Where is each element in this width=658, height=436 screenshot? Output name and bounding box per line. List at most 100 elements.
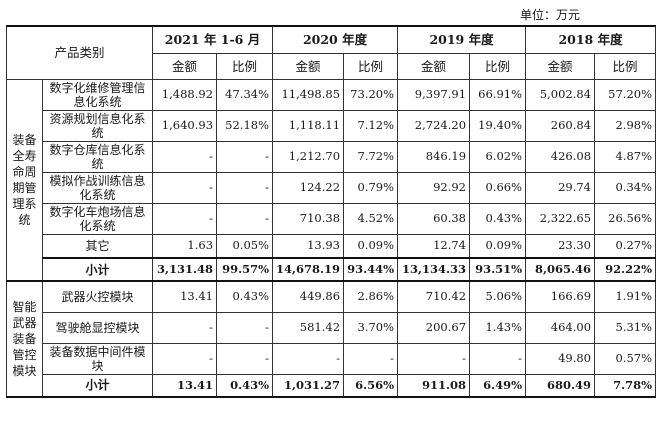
ratio-cell: 7.12% <box>343 109 399 142</box>
product-name: 模拟作战训练信息化系统 <box>41 171 154 204</box>
ratio-cell: 6.02% <box>469 140 527 173</box>
ratio-cell: 0.79% <box>343 171 399 204</box>
header-ratio: 比例 <box>343 52 399 80</box>
ratio-cell: 0.09% <box>469 233 527 259</box>
header-category: 产品类别 <box>5 25 154 80</box>
amount-cell: 124.22 <box>272 171 345 204</box>
unit-label: 单位：万元 <box>520 8 581 22</box>
amount-cell: 1,118.11 <box>272 109 345 142</box>
subtotal-row: 小计 3,131.48 99.57% 14,678.19 93.44% 13,134.33… <box>7 257 657 282</box>
amount-cell: - <box>152 202 218 235</box>
ratio-cell: 0.27% <box>594 233 657 259</box>
amount-cell: 8,065.46 <box>525 257 596 282</box>
product-revenue-table: 产品类别 2021 年 1-6 月 2020 年度 2019 年度 2018 年… <box>5 25 657 398</box>
ratio-cell: 6.56% <box>343 373 399 398</box>
ratio-cell: - <box>343 342 399 375</box>
header-ratio: 比例 <box>469 52 527 80</box>
header-period: 2018 年度 <box>525 25 657 54</box>
ratio-cell: 5.06% <box>469 280 527 313</box>
ratio-cell: 4.52% <box>343 202 399 235</box>
header-period: 2019 年度 <box>397 25 527 54</box>
header-amount: 金额 <box>272 52 345 80</box>
amount-cell: 3,131.48 <box>152 257 218 282</box>
ratio-cell: 0.43% <box>469 202 527 235</box>
amount-cell: 200.67 <box>397 311 471 344</box>
amount-cell: 13.41 <box>152 373 218 398</box>
table-row: 装备全寿命周期管理系统 数字化维修管理信息化系统 1,488.92 47.34% 11,… <box>6 78 657 282</box>
header-ratio: 比例 <box>594 52 657 80</box>
ratio-cell: 4.87% <box>594 140 657 173</box>
amount-cell: 13.41 <box>152 280 218 313</box>
ratio-cell: 7.78% <box>594 373 657 398</box>
group-label: 装备全寿命周期管理系统 <box>6 78 43 282</box>
ratio-cell: 52.18% <box>216 109 274 142</box>
header-period: 2020 年度 <box>272 25 399 54</box>
ratio-cell: 7.72% <box>343 140 399 173</box>
ratio-cell: 93.51% <box>469 257 527 282</box>
amount-cell: 2,322.65 <box>525 202 596 235</box>
product-name: 数字化车炮场信息化系统 <box>41 202 154 235</box>
ratio-cell: 19.40% <box>469 109 527 142</box>
ratio-cell: 93.44% <box>343 257 399 282</box>
amount-cell: 426.08 <box>525 140 596 173</box>
ratio-cell: 1.43% <box>469 311 527 344</box>
header-amount: 金额 <box>397 52 471 80</box>
amount-cell: 710.42 <box>397 280 471 313</box>
amount-cell: 166.69 <box>525 280 596 313</box>
group-label: 智能武器装备管控模块 <box>6 280 43 398</box>
ratio-cell: 6.49% <box>469 373 527 398</box>
amount-cell: 1.63 <box>152 233 218 259</box>
amount-cell: 13,134.33 <box>397 257 471 282</box>
amount-cell: 1,212.70 <box>272 140 345 173</box>
ratio-cell: 73.20% <box>343 78 399 111</box>
amount-cell: 12.74 <box>397 233 471 259</box>
amount-cell: 710.38 <box>272 202 345 235</box>
table-row: 数字化车炮场信息化系统 - -710.38 4.52% 60.38 0.43% 2,322.… <box>7 202 657 235</box>
ratio-cell: 0.05% <box>216 233 274 259</box>
ratio-cell: - <box>216 171 274 204</box>
product-name: 数字化维修管理信息化系统 <box>41 78 154 111</box>
header-row-periods: 产品类别 2021 年 1-6 月 2020 年度 2019 年度 2018 年… <box>5 25 657 80</box>
ratio-cell: 0.66% <box>469 171 527 204</box>
table-row: 资源规划信息化系统 1,640.93 52.18% 1,118.11 7.12% 2,72… <box>7 109 657 142</box>
amount-cell: 11,498.85 <box>272 78 345 111</box>
amount-cell: - <box>272 342 345 375</box>
ratio-cell: 3.70% <box>343 311 399 344</box>
ratio-cell: 0.43% <box>216 280 274 313</box>
ratio-cell: 5.31% <box>594 311 657 344</box>
header-row-metrics: 金额 比例 金额 比例 金额 比例 金额 比例 <box>7 52 657 80</box>
ratio-cell: - <box>216 342 274 375</box>
amount-cell: 5,002.84 <box>525 78 596 111</box>
amount-cell: - <box>152 171 218 204</box>
amount-cell: 23.30 <box>525 233 596 259</box>
ratio-cell: 0.57% <box>594 342 657 375</box>
product-name: 资源规划信息化系统 <box>41 109 154 142</box>
amount-cell: 911.08 <box>397 373 471 398</box>
amount-cell: 1,640.93 <box>152 109 218 142</box>
amount-cell: 14,678.19 <box>272 257 345 282</box>
ratio-cell: 47.34% <box>216 78 274 111</box>
ratio-cell: 2.98% <box>594 109 657 142</box>
subtotal-row: 小计 13.41 0.43% 1,031.27 6.56% 911.08 6.49% 680.… <box>7 373 657 398</box>
amount-cell: 60.38 <box>397 202 471 235</box>
ratio-cell: 0.43% <box>216 373 274 398</box>
ratio-cell: 1.91% <box>594 280 657 313</box>
ratio-cell: 26.56% <box>594 202 657 235</box>
table-row: 模拟作战训练信息化系统 - -124.22 0.79% 92.92 0.66% 29.74 0… <box>7 171 657 204</box>
table-row: 装备数据中间件模块 - - - - - -49.80 0.57% <box>7 342 657 375</box>
amount-cell: 1,488.92 <box>152 78 218 111</box>
amount-cell: 92.92 <box>397 171 471 204</box>
product-name: 武器火控模块 <box>41 280 154 313</box>
ratio-cell: 57.20% <box>594 78 657 111</box>
subtotal-label: 小计 <box>41 373 154 398</box>
ratio-cell: - <box>216 311 274 344</box>
product-name: 数字仓库信息化系统 <box>41 140 154 173</box>
amount-cell: - <box>152 140 218 173</box>
ratio-cell: 0.09% <box>343 233 399 259</box>
ratio-cell: - <box>216 202 274 235</box>
table-row: 数字仓库信息化系统 - -1,212.70 7.72% 846.19 6.02% 426.0… <box>7 140 657 173</box>
header-amount: 金额 <box>525 52 596 80</box>
amount-cell: 1,031.27 <box>272 373 345 398</box>
amount-cell: 449.86 <box>272 280 345 313</box>
ratio-cell: 92.22% <box>594 257 657 282</box>
